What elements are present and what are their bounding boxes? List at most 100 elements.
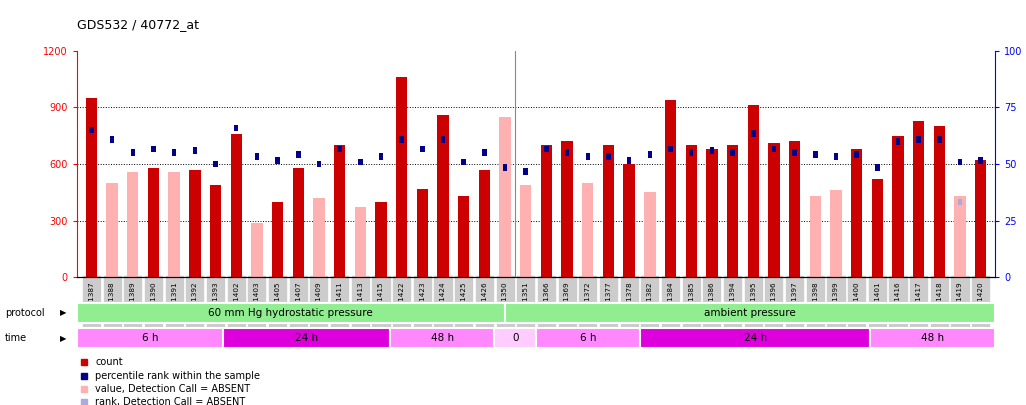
Text: 48 h: 48 h	[921, 333, 944, 343]
Text: time: time	[5, 333, 28, 343]
Bar	[624, 164, 635, 277]
Bar	[77, 328, 223, 348]
Bar	[958, 198, 962, 205]
Text: GDS532 / 40772_at: GDS532 / 40772_at	[77, 18, 199, 31]
Bar	[420, 145, 425, 152]
Bar	[706, 149, 717, 277]
Bar	[748, 105, 759, 277]
Bar	[254, 153, 260, 160]
Bar	[503, 164, 507, 171]
Bar	[172, 149, 176, 156]
Text: rank, Detection Call = ABSENT: rank, Detection Call = ABSENT	[95, 397, 245, 405]
Bar	[731, 149, 735, 156]
Text: ▶: ▶	[60, 308, 66, 317]
Text: ▶: ▶	[60, 334, 66, 343]
Bar	[495, 328, 536, 348]
Bar	[954, 196, 965, 277]
Text: 60 mm Hg hydrostatic pressure: 60 mm Hg hydrostatic pressure	[208, 308, 373, 318]
Bar	[603, 145, 615, 277]
Bar	[505, 303, 995, 323]
Bar	[979, 157, 983, 164]
Bar	[685, 145, 697, 277]
Bar	[627, 157, 631, 164]
Bar	[810, 196, 821, 277]
Bar	[151, 145, 156, 152]
Text: 6 h: 6 h	[580, 333, 596, 343]
Bar	[213, 161, 218, 167]
Bar	[231, 134, 242, 277]
Bar	[813, 151, 818, 158]
Bar	[586, 153, 590, 160]
Bar	[107, 183, 118, 277]
Bar	[355, 207, 366, 277]
Bar	[148, 168, 159, 277]
Bar	[896, 138, 900, 145]
Bar	[875, 164, 879, 171]
Text: percentile rank within the sample: percentile rank within the sample	[95, 371, 261, 381]
Bar	[437, 115, 448, 277]
Bar	[89, 127, 93, 133]
Bar	[317, 161, 321, 167]
Bar	[275, 157, 280, 164]
Bar	[834, 153, 838, 160]
Bar	[640, 328, 870, 348]
Bar	[272, 202, 283, 277]
Bar	[462, 159, 466, 165]
Bar	[606, 153, 610, 160]
Bar	[376, 202, 387, 277]
Bar	[210, 185, 222, 277]
Bar	[665, 100, 676, 277]
Bar	[830, 190, 841, 277]
Bar	[934, 126, 945, 277]
Bar	[913, 121, 924, 277]
Bar	[234, 125, 238, 131]
Bar	[523, 168, 528, 175]
Bar	[292, 168, 304, 277]
Bar	[441, 136, 445, 143]
Bar	[390, 328, 495, 348]
Bar	[338, 145, 342, 152]
Bar	[855, 151, 859, 158]
Bar	[500, 117, 511, 277]
Bar	[482, 149, 486, 156]
Bar	[870, 328, 995, 348]
Bar	[458, 196, 469, 277]
Text: value, Detection Call = ABSENT: value, Detection Call = ABSENT	[95, 384, 250, 394]
Bar	[130, 149, 135, 156]
Text: 6 h: 6 h	[142, 333, 158, 343]
Text: 48 h: 48 h	[431, 333, 453, 343]
Bar	[893, 136, 904, 277]
Text: 0: 0	[512, 333, 518, 343]
Text: ambient pressure: ambient pressure	[704, 308, 796, 318]
Bar	[541, 145, 552, 277]
Bar	[313, 198, 324, 277]
Text: 24 h: 24 h	[744, 333, 766, 343]
Bar	[937, 136, 942, 143]
Bar	[647, 151, 653, 158]
Bar	[189, 170, 200, 277]
Bar	[77, 303, 505, 323]
Bar	[710, 147, 714, 154]
Bar	[644, 192, 656, 277]
Bar	[688, 149, 694, 156]
Bar	[668, 145, 673, 152]
Bar	[399, 136, 404, 143]
Bar	[520, 185, 531, 277]
Bar	[536, 328, 640, 348]
Bar	[792, 149, 797, 156]
Bar	[358, 159, 362, 165]
Bar	[458, 221, 469, 277]
Bar	[565, 149, 569, 156]
Text: 24 h: 24 h	[294, 333, 318, 343]
Bar	[789, 141, 800, 277]
Bar	[168, 172, 180, 277]
Bar	[768, 143, 780, 277]
Bar	[751, 130, 755, 137]
Bar	[379, 153, 384, 160]
Bar	[251, 223, 263, 277]
Bar	[561, 141, 573, 277]
Bar	[86, 98, 97, 277]
Bar	[193, 147, 197, 154]
Bar	[772, 145, 777, 152]
Bar	[916, 136, 921, 143]
